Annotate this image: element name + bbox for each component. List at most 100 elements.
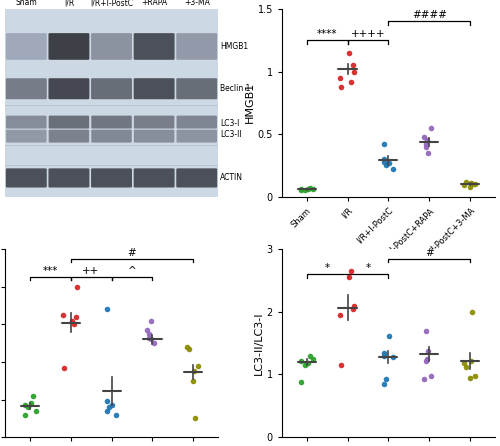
Point [112,411,120,418]
Point [424,355,432,363]
Point [20,401,28,409]
Point [300,187,308,194]
Point [336,311,344,318]
Point [346,78,354,85]
Point [20,411,28,418]
Point [68,317,76,324]
Point [306,352,314,359]
Text: I/R+I-PostC
+3-MA: I/R+I-PostC +3-MA [175,0,218,7]
Point [60,364,68,371]
Point [422,143,430,150]
Point [346,268,354,275]
FancyBboxPatch shape [6,33,47,60]
Point [470,372,478,379]
Point [300,362,308,369]
Point [183,343,191,351]
Point [32,407,40,414]
FancyBboxPatch shape [176,116,217,128]
Point [466,179,474,186]
FancyBboxPatch shape [6,116,46,128]
Text: *: * [324,263,330,273]
Point [298,186,306,193]
Text: Sham: Sham [16,0,37,7]
FancyBboxPatch shape [6,168,47,187]
Point [462,363,470,371]
Point [349,305,357,312]
Point [104,407,112,414]
Point [468,308,476,315]
Point [29,392,37,399]
Point [336,74,344,81]
Point [382,376,390,383]
Point [143,326,151,334]
FancyBboxPatch shape [91,168,132,187]
Point [380,352,388,359]
Point [424,347,432,354]
FancyBboxPatch shape [6,130,46,143]
Point [108,401,116,409]
FancyBboxPatch shape [6,78,47,99]
FancyBboxPatch shape [48,168,90,187]
Point [103,306,111,313]
Point [466,183,474,190]
FancyBboxPatch shape [134,130,174,143]
Text: Beclin 1: Beclin 1 [220,84,250,93]
Point [298,357,306,364]
Point [24,404,32,411]
Point [380,158,388,165]
Point [304,359,312,367]
Point [304,186,312,193]
Point [104,404,112,411]
Point [380,156,388,163]
Point [460,182,468,189]
Text: *: * [366,263,370,273]
Point [422,327,430,334]
Point [185,345,193,352]
Point [72,314,80,321]
Point [385,159,393,166]
Text: I/R: I/R [64,0,74,7]
FancyBboxPatch shape [134,116,174,128]
Point [422,140,430,148]
FancyBboxPatch shape [134,168,174,187]
Point [146,330,154,337]
Point [298,378,306,385]
Text: ++++: ++++ [350,29,385,39]
Text: I/R+I-PostC: I/R+I-PostC [90,0,133,7]
Point [460,359,468,367]
Point [60,311,68,318]
FancyBboxPatch shape [176,168,217,187]
Point [462,178,470,185]
Point [150,339,158,347]
Point [427,124,435,132]
Text: ++: ++ [82,265,100,276]
Point [350,302,358,309]
Point [382,162,390,169]
FancyBboxPatch shape [48,130,89,143]
Point [148,336,156,343]
Point [146,317,154,324]
FancyBboxPatch shape [176,33,217,60]
FancyBboxPatch shape [176,130,217,143]
Point [306,184,314,191]
Point [422,357,430,364]
FancyBboxPatch shape [134,33,174,60]
FancyBboxPatch shape [48,33,90,60]
Point [468,181,476,188]
Text: I/R+I-PostC
+RAPA: I/R+I-PostC +RAPA [132,0,176,7]
Text: ***: *** [42,265,58,276]
Point [380,380,388,388]
Text: #: # [425,248,434,258]
Point [390,353,398,360]
FancyBboxPatch shape [91,78,132,99]
Point [420,133,428,140]
Point [103,398,111,405]
FancyBboxPatch shape [91,33,132,60]
Point [350,68,358,75]
Point [424,149,432,157]
Point [466,374,474,381]
Point [309,186,317,193]
Point [194,362,202,369]
Point [345,274,353,281]
Point [466,357,474,364]
